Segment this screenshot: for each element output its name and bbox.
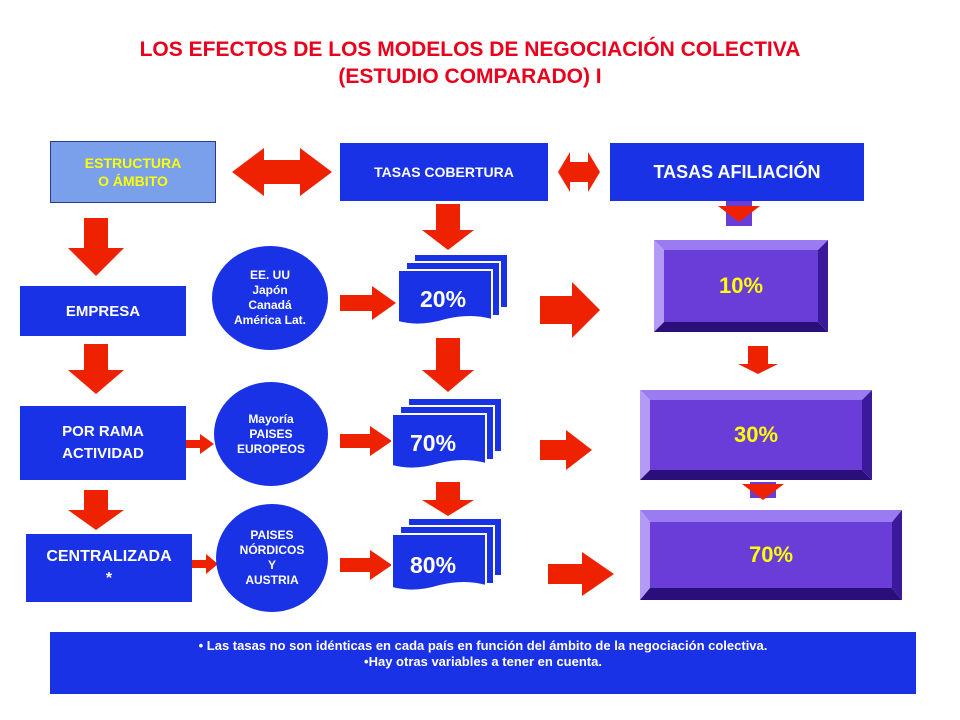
countries-centralizada-line-4: AUSTRIA	[245, 573, 299, 587]
countries-empresa-line-1: EE. UU	[249, 268, 290, 282]
countries-rama-line-2: PAISES	[249, 426, 293, 441]
affiliation-value-empresa: 10%	[718, 273, 764, 298]
down-arrow-coverage-20	[422, 204, 474, 250]
countries-centralizada-line-3: Y	[267, 558, 276, 572]
doc-stack-20	[397, 253, 509, 326]
right-arrow-rama-ellipse	[186, 434, 214, 454]
down-arrow-20-70	[422, 338, 474, 392]
affiliation-value-centralizada: 70%	[748, 542, 794, 567]
down-arrow-empresa-rama	[68, 344, 124, 394]
countries-ellipse-centralizada: PAISES NÓRDICOS Y AUSTRIA	[216, 504, 328, 612]
footnote-line-1: • Las tasas no son idénticas en cada paí…	[198, 638, 768, 653]
coverage-header-label: TASAS COBERTURA	[374, 164, 514, 180]
page-title: LOS EFECTOS DE LOS MODELOS DE NEGOCIACIÓ…	[40, 36, 900, 90]
countries-rama-line-3: EUROPEOS	[236, 441, 305, 456]
double-arrow-structure-coverage	[232, 148, 332, 196]
countries-centralizada-line-1: PAISES	[250, 528, 294, 542]
right-arrow-rama-70	[340, 426, 392, 456]
countries-empresa-line-4: América Lat.	[233, 313, 307, 327]
down-arrow-30-70	[742, 484, 784, 500]
affiliation-header-box: TASAS AFILIACIÓN	[610, 143, 864, 201]
right-arrow-centralizada-ellipse	[192, 554, 218, 574]
countries-ellipse-rama: Mayoría PAISES EUROPEOS	[214, 382, 328, 486]
affiliation-header-label: TASAS AFILIACIÓN	[653, 161, 821, 182]
coverage-value-empresa: 20%	[420, 286, 467, 312]
level-box-empresa: EMPRESA	[20, 286, 186, 336]
coverage-value-rama: 70%	[410, 430, 457, 456]
down-arrow-10-30	[738, 346, 778, 374]
doc-stack-70	[391, 397, 503, 470]
right-arrow-70-30	[540, 430, 592, 470]
double-arrow-coverage-affiliation	[558, 152, 600, 192]
level-box-centralizada: CENTRALIZADA *	[26, 534, 192, 602]
down-arrow-rama-centralizada	[68, 490, 124, 530]
affiliation-value-rama: 30%	[733, 422, 779, 447]
level-label-rama-line-2: ACTIVIDAD	[62, 445, 144, 462]
down-arrow-affiliation-10	[718, 206, 760, 222]
structure-label-line-2: O ÁMBITO	[98, 173, 168, 189]
coverage-header-box: TASAS COBERTURA	[340, 143, 548, 201]
title-line-2: (ESTUDIO COMPARADO) I	[338, 65, 602, 88]
bevel-box-70	[640, 510, 902, 600]
right-arrow-empresa-20	[340, 286, 396, 320]
right-arrow-80-70	[548, 552, 614, 596]
doc-stack-80	[391, 517, 503, 592]
countries-centralizada-line-2: NÓRDICOS	[239, 543, 305, 557]
right-arrow-20-10	[540, 282, 600, 338]
structure-label-line-1: ESTRUCTURA	[84, 155, 182, 171]
countries-ellipse-empresa: EE. UU Japón Canadá América Lat.	[212, 246, 328, 350]
footnote-box: • Las tasas no son idénticas en cada paí…	[50, 632, 916, 694]
bevel-box-30	[640, 390, 872, 480]
countries-empresa-line-3: Canadá	[248, 298, 292, 312]
level-label-centralizada-line-2: *	[105, 570, 113, 587]
down-arrow-70-80	[422, 482, 474, 516]
level-label-centralizada-line-1: CENTRALIZADA	[46, 548, 172, 565]
countries-empresa-line-2: Japón	[252, 283, 288, 297]
level-label-empresa: EMPRESA	[65, 302, 141, 320]
down-arrow-structure-empresa	[68, 218, 124, 276]
right-arrow-centralizada-80	[340, 550, 392, 580]
coverage-value-centralizada: 80%	[410, 552, 457, 578]
structure-header-box: ESTRUCTURA O ÁMBITO	[50, 141, 216, 203]
countries-rama-line-1: Mayoría	[248, 411, 294, 426]
bevel-box-10	[654, 240, 828, 332]
level-box-rama: POR RAMA ACTIVIDAD	[20, 406, 186, 480]
level-label-rama-line-1: POR RAMA	[62, 423, 144, 440]
title-line-1: LOS EFECTOS DE LOS MODELOS DE NEGOCIACIÓ…	[139, 38, 801, 61]
footnote-line-2: •Hay otras variables a tener en cuenta.	[364, 654, 602, 669]
